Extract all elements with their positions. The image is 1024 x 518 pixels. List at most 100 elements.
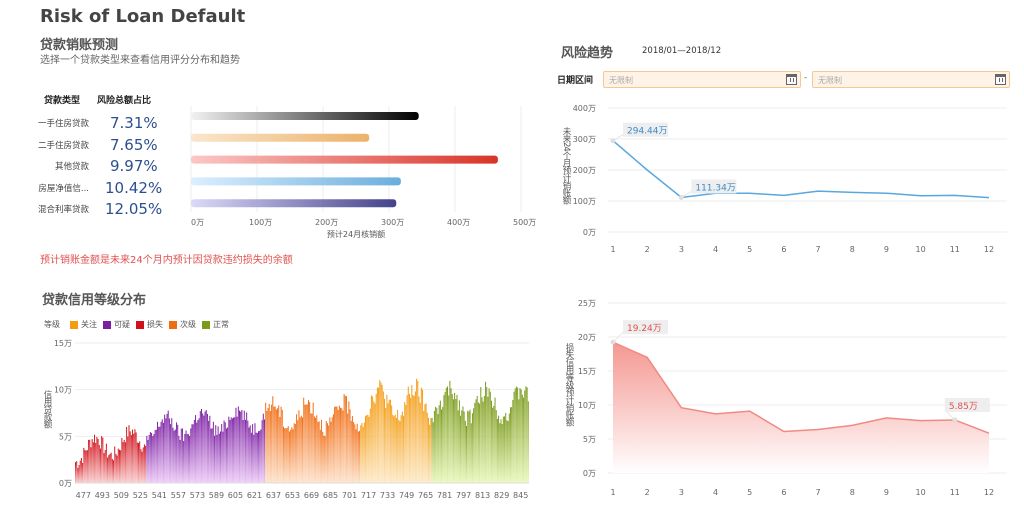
- legend-item[interactable]: 可疑: [103, 319, 130, 330]
- legend-item[interactable]: 损失: [136, 319, 163, 330]
- svg-text:100万: 100万: [573, 197, 596, 206]
- svg-text:预计24月核销额: 预计24月核销额: [327, 229, 385, 239]
- svg-text:685: 685: [323, 491, 338, 500]
- risk-ratio-value: 7.65%: [110, 135, 158, 154]
- svg-text:300万: 300万: [381, 218, 404, 227]
- svg-text:11: 11: [950, 488, 960, 497]
- legend-label: 正常: [213, 320, 229, 329]
- risk-ratio-value: 9.97%: [110, 157, 158, 175]
- svg-text:294.44万: 294.44万: [627, 127, 668, 137]
- svg-text:3: 3: [679, 245, 684, 254]
- loan-type-label[interactable]: 混合利率贷款: [37, 205, 89, 215]
- svg-text:5: 5: [747, 245, 752, 254]
- start-date-input[interactable]: 无限制: [603, 71, 801, 88]
- legend-item[interactable]: 正常: [202, 319, 229, 330]
- credit-distribution-chart: 0万 5万 10万 15万 477 493 509 525 541 557 573 589 605 621…: [55, 339, 529, 500]
- svg-text:829: 829: [494, 491, 509, 500]
- svg-text:621: 621: [247, 491, 262, 500]
- svg-text:0万: 0万: [191, 218, 204, 227]
- svg-text:669: 669: [304, 491, 319, 500]
- legend-item[interactable]: 关注: [70, 319, 97, 330]
- svg-text:0万: 0万: [583, 469, 596, 478]
- svg-text:25万: 25万: [578, 299, 596, 308]
- svg-text:1: 1: [610, 245, 615, 254]
- svg-text:541: 541: [152, 491, 167, 500]
- svg-text:477: 477: [76, 491, 91, 500]
- svg-text:797: 797: [456, 491, 471, 500]
- calendar-icon[interactable]: [786, 74, 797, 85]
- writeoff-note: 预计销账金额是未来24个月内预计因贷款违约损失的余额: [40, 255, 293, 266]
- loan-type-label[interactable]: 二手住房贷款: [37, 140, 89, 151]
- legend-label: 关注: [81, 320, 97, 329]
- page-title: Risk of Loan Default: [40, 6, 246, 27]
- risk-trend-period: 2018/01—2018/12: [642, 46, 722, 56]
- risk-trend-title: 风险趋势: [561, 46, 614, 61]
- svg-text:525: 525: [133, 491, 148, 500]
- svg-text:100万: 100万: [249, 218, 272, 227]
- trend-y-axis-label: 未来24个月预计销账额: [561, 127, 571, 204]
- column-header-loan-type: 贷款类型: [44, 96, 81, 106]
- risk-ratio-value: 12.05%: [105, 200, 163, 218]
- svg-text:733: 733: [380, 491, 395, 500]
- svg-text:5万: 5万: [583, 435, 596, 444]
- legend-item[interactable]: 次级: [169, 319, 196, 330]
- svg-text:5万: 5万: [59, 432, 72, 441]
- writeoff-section-title: 贷款销账预测: [40, 38, 119, 53]
- svg-text:765: 765: [418, 491, 433, 500]
- svg-text:5.85万: 5.85万: [949, 402, 978, 412]
- svg-text:813: 813: [475, 491, 490, 500]
- svg-text:12: 12: [984, 488, 994, 497]
- legend-swatch: [169, 320, 177, 329]
- risk-ratio-value: 10.42%: [105, 178, 163, 197]
- svg-text:19.24万: 19.24万: [627, 324, 662, 334]
- loss-y-axis-label: 损失信用等级预计销账额: [564, 343, 574, 426]
- svg-text:637: 637: [266, 491, 281, 500]
- svg-text:589: 589: [209, 491, 224, 500]
- legend-label: 次级: [180, 320, 196, 329]
- svg-text:7: 7: [816, 488, 821, 497]
- legend-title: 等级: [44, 320, 60, 329]
- svg-text:200万: 200万: [573, 166, 596, 175]
- svg-text:10万: 10万: [55, 386, 72, 395]
- legend-label: 损失: [147, 320, 163, 329]
- end-date-input[interactable]: 无限制: [812, 71, 1010, 88]
- date-range-separator: -: [804, 73, 808, 83]
- risk-ratio-value: 7.31%: [110, 114, 158, 132]
- svg-text:749: 749: [399, 491, 414, 500]
- loan-type-label[interactable]: 房屋净值信...: [38, 183, 89, 194]
- writeoff-section-subtitle: 选择一个贷款类型来查看信用评分分布和趋势: [40, 55, 240, 66]
- svg-text:1: 1: [610, 488, 615, 497]
- svg-text:8: 8: [850, 245, 855, 254]
- legend-swatch: [136, 320, 144, 329]
- loan-type-label[interactable]: 一手住房贷款: [37, 119, 89, 129]
- svg-text:573: 573: [190, 491, 205, 500]
- svg-text:2: 2: [645, 245, 650, 254]
- svg-text:400万: 400万: [573, 104, 596, 113]
- loan-type-label[interactable]: 其他贷款: [54, 162, 89, 172]
- column-header-risk-ratio: 风险总额占比: [97, 96, 152, 106]
- svg-text:9: 9: [884, 245, 889, 254]
- svg-text:7: 7: [816, 245, 821, 254]
- svg-text:15万: 15万: [55, 339, 72, 348]
- svg-text:4: 4: [713, 245, 718, 254]
- svg-text:5: 5: [747, 488, 752, 497]
- svg-text:3: 3: [679, 488, 684, 497]
- svg-text:15万: 15万: [578, 367, 596, 376]
- svg-text:605: 605: [228, 491, 243, 500]
- svg-text:10: 10: [916, 488, 926, 497]
- svg-text:9: 9: [884, 488, 889, 497]
- end-date-placeholder: 无限制: [818, 76, 842, 85]
- svg-text:400万: 400万: [447, 218, 470, 227]
- svg-text:300万: 300万: [573, 135, 596, 144]
- calendar-icon[interactable]: [995, 74, 1006, 85]
- svg-text:509: 509: [114, 491, 129, 500]
- svg-text:653: 653: [285, 491, 300, 500]
- svg-text:0万: 0万: [59, 479, 72, 488]
- credit-y-axis-label: 信用贷款额: [42, 390, 52, 428]
- svg-text:0万: 0万: [583, 228, 596, 237]
- credit-legend: 等级 关注 可疑 损失 次级 正常: [44, 319, 235, 330]
- svg-text:781: 781: [437, 491, 452, 500]
